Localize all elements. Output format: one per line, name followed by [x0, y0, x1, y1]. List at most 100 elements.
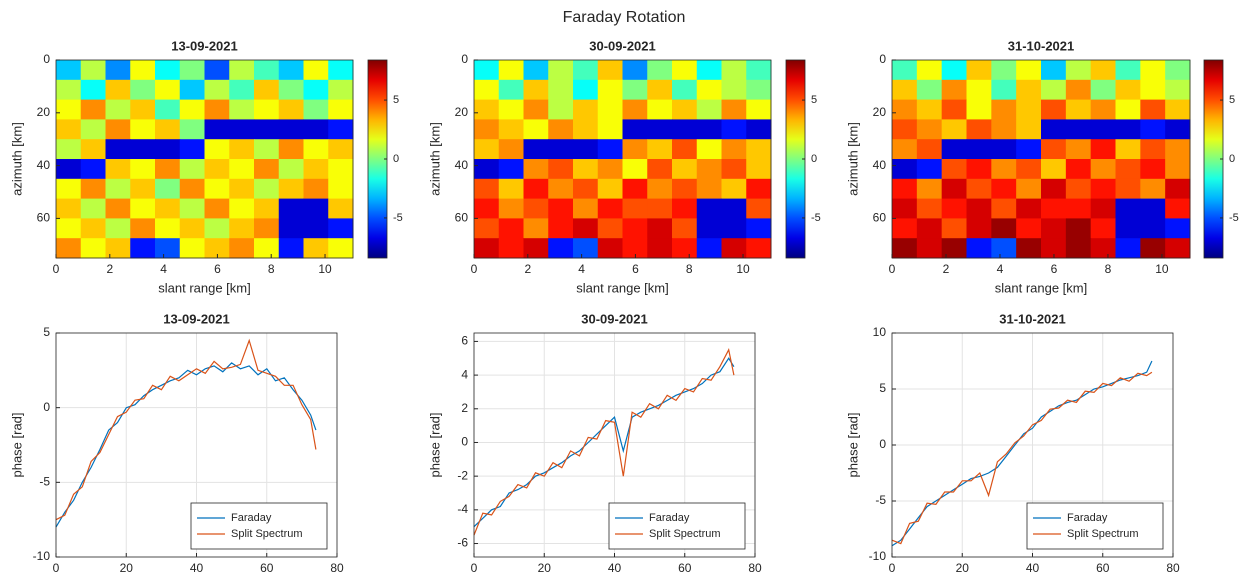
heatmap-cell — [328, 60, 354, 81]
heatmap-cell — [229, 159, 255, 180]
heatmap-cell — [991, 99, 1017, 120]
heatmap-cell — [1065, 218, 1092, 239]
heatmap-cell — [523, 99, 549, 120]
heatmap-cell — [696, 178, 722, 200]
heatmap-cell — [105, 60, 131, 81]
heatmap-cell — [278, 198, 304, 219]
axes-box — [891, 59, 1191, 259]
heatmap-cell — [523, 178, 549, 200]
heatmap-cell — [916, 178, 943, 200]
heatmap-cell — [229, 238, 255, 259]
heatmap-cell — [916, 218, 943, 239]
x-tick-label: 0 — [471, 561, 478, 575]
heatmap-cell — [56, 238, 82, 259]
legend — [608, 502, 746, 550]
heatmap-cell — [597, 159, 623, 180]
x-tick-label: 20 — [956, 561, 970, 575]
heatmap-cell — [1041, 178, 1067, 200]
heatmap-cell — [1016, 119, 1042, 140]
heatmap-cell — [303, 79, 329, 101]
heatmap-cell — [672, 119, 698, 140]
heatmap-cell — [105, 159, 131, 180]
heatmap-cell — [523, 79, 549, 101]
heatmap-cell — [647, 99, 673, 120]
heatmap-cell — [1090, 60, 1116, 81]
heatmap-cell — [474, 139, 500, 160]
heatmap-cell — [204, 238, 230, 259]
heatmap-cell — [1065, 178, 1092, 200]
heatmap-cell — [204, 119, 230, 140]
heatmap-cell — [573, 218, 599, 239]
heatmap-cell — [179, 139, 205, 160]
heatmap-cell — [966, 139, 992, 160]
heatmap-cell — [597, 99, 623, 120]
heatmap-cell — [254, 60, 280, 81]
heatmap-cell — [56, 79, 82, 101]
heatmap-cell — [80, 238, 106, 259]
y-tick-label: 4 — [461, 367, 468, 381]
heatmap-cell — [966, 198, 992, 219]
heatmap-cell — [991, 139, 1017, 160]
series-line — [473, 357, 735, 528]
y-tick-label: 0 — [879, 52, 886, 66]
heatmap-cell — [1090, 198, 1116, 219]
x-tick-label: 40 — [190, 561, 204, 575]
heatmap-cell — [498, 159, 524, 180]
heatmap-cell — [80, 60, 106, 81]
colorbar-tick-label: 0 — [393, 153, 399, 165]
heatmap-cell — [80, 159, 106, 180]
heatmap-cell — [573, 60, 599, 81]
heatmap-cell — [916, 159, 943, 180]
heatmap-cell — [105, 178, 131, 200]
heatmap-cell — [647, 79, 673, 101]
heatmap-cell — [1165, 119, 1191, 140]
legend-label: Faraday — [1067, 512, 1108, 524]
y-tick-label: 0 — [43, 400, 50, 414]
heatmap-cell — [523, 119, 549, 140]
heatmap-cell — [80, 218, 106, 239]
heatmap-cell — [548, 79, 574, 101]
heatmap-cell — [622, 119, 648, 140]
heatmap-cell — [597, 60, 623, 81]
heatmap-cell — [155, 178, 181, 200]
heatmap-cell — [672, 198, 698, 219]
heatmap-cell — [647, 60, 673, 81]
heatmap-cell — [474, 99, 500, 120]
heatmap-cell — [1140, 218, 1166, 239]
heatmap-cell — [1065, 79, 1092, 101]
colorbar-tick-label: 5 — [393, 94, 399, 106]
heatmap-cell — [229, 198, 255, 219]
heatmap-cell — [721, 119, 747, 140]
heatmap-cell — [278, 99, 304, 120]
heatmap-cell — [303, 198, 329, 219]
heatmap-cell — [1115, 218, 1141, 239]
heatmap-cell — [1016, 159, 1042, 180]
heatmap-cell — [941, 119, 967, 140]
x-axis-label: slant range [km] — [995, 280, 1088, 295]
heatmap-cell — [105, 79, 131, 101]
heatmap-cell — [229, 218, 255, 239]
heatmap-cell — [1090, 238, 1116, 259]
heatmap-cell — [1140, 79, 1166, 101]
x-tick-label: 10 — [736, 262, 750, 276]
heatmap-cell — [80, 79, 106, 101]
y-tick-label: 40 — [37, 158, 51, 172]
heatmap-cell — [1140, 198, 1166, 219]
heatmap-cell — [155, 238, 181, 259]
y-axis-label: azimuth [km] — [9, 122, 24, 196]
heatmap-cell — [916, 139, 943, 160]
heatmap-cell — [721, 218, 747, 239]
heatmap-cell — [130, 159, 156, 180]
heatmap-cell — [622, 60, 648, 81]
heatmap-cell — [474, 159, 500, 180]
heatmap-cell — [991, 119, 1017, 140]
y-tick-label: -6 — [457, 536, 468, 550]
heatmap-cell — [672, 159, 698, 180]
heatmap-cell — [573, 139, 599, 160]
heatmap-cell — [303, 119, 329, 140]
heatmap — [892, 60, 1191, 259]
y-tick-label: 0 — [879, 437, 886, 451]
heatmap-cell — [1090, 159, 1116, 180]
y-tick-label: 10 — [873, 325, 887, 339]
heatmap-cell — [1041, 218, 1067, 239]
